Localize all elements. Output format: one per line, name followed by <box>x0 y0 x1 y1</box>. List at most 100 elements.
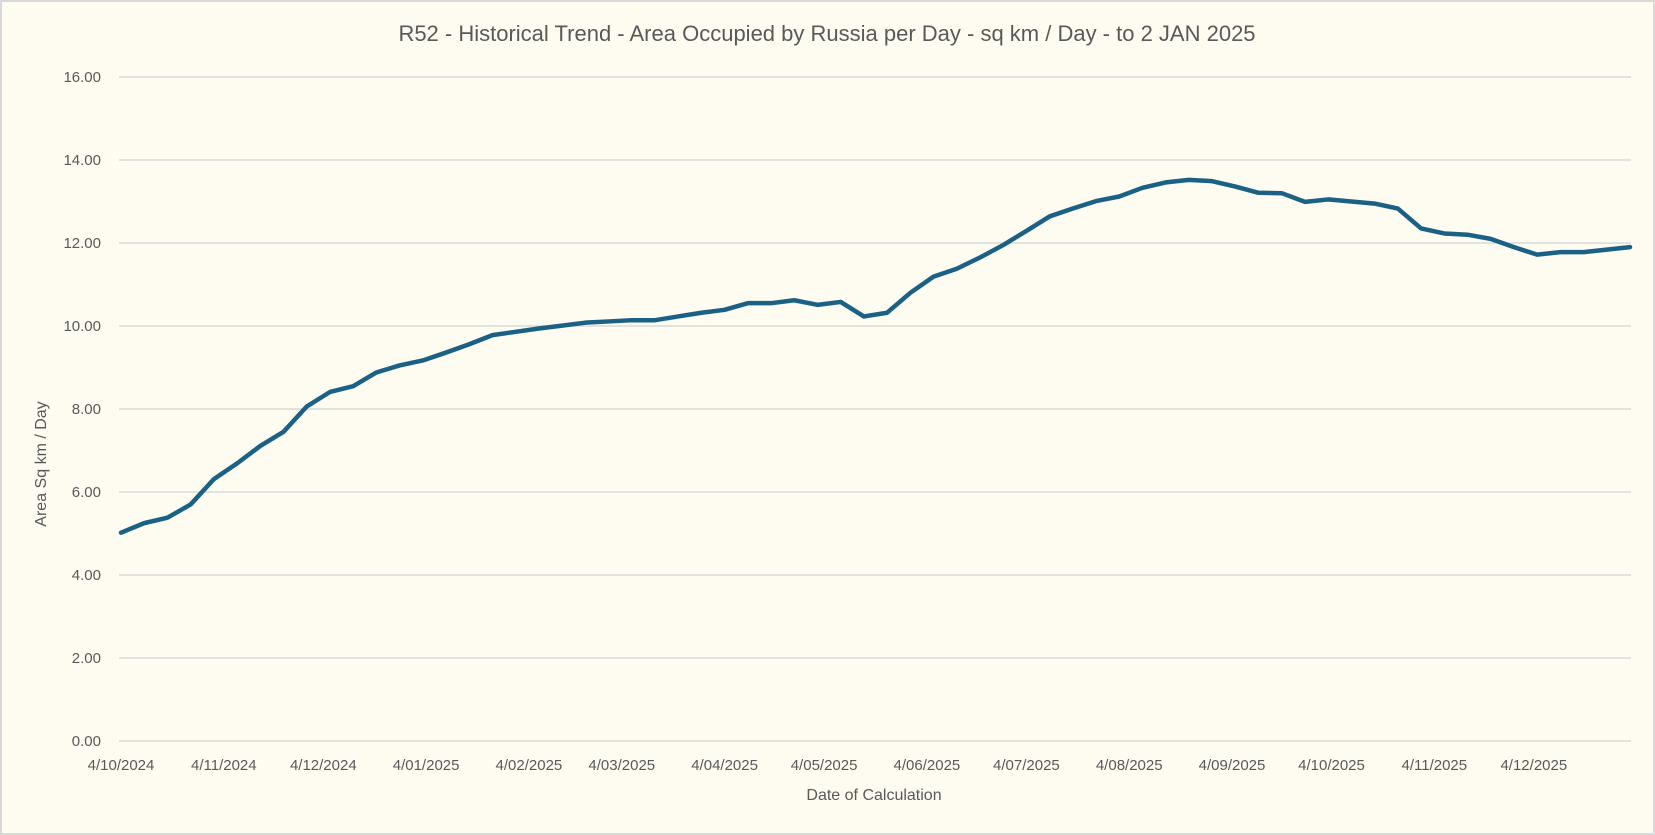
data-point <box>561 325 563 327</box>
data-point <box>1606 249 1608 251</box>
data-point <box>1443 232 1445 234</box>
data-point <box>1327 198 1329 200</box>
x-tick-label: 4/07/2025 <box>993 757 1060 774</box>
y-tick-label: 10.00 <box>63 318 101 335</box>
data-point <box>143 522 145 524</box>
data-point <box>1629 246 1631 248</box>
x-tick-label: 4/11/2024 <box>191 757 257 774</box>
data-point <box>190 503 192 505</box>
data-point <box>724 309 726 311</box>
data-point <box>422 359 424 361</box>
data-point <box>770 302 772 304</box>
x-tick-label: 4/10/2025 <box>1298 757 1365 774</box>
data-point <box>1002 244 1004 246</box>
y-tick-label: 6.00 <box>72 484 101 501</box>
data-point <box>1350 201 1352 202</box>
x-axis-ticks: 4/10/2024 4/11/2024 4/12/2024 4/01/2025 4/02… <box>88 757 1568 774</box>
data-point <box>213 478 215 480</box>
data-point <box>1536 254 1538 256</box>
data-point <box>1118 196 1120 198</box>
data-point <box>445 352 447 354</box>
data-point <box>631 319 633 321</box>
data-point <box>1397 208 1399 210</box>
data-point <box>933 276 935 278</box>
data-point <box>1281 192 1283 194</box>
data-point <box>399 364 401 366</box>
data-point <box>1234 186 1236 188</box>
data-point <box>491 334 493 336</box>
y-tick-label: 8.00 <box>72 401 101 418</box>
data-point <box>747 302 749 304</box>
data-point <box>1374 203 1376 205</box>
x-tick-label: 4/10/2024 <box>88 757 155 774</box>
y-tick-label: 12.00 <box>63 235 101 252</box>
data-point <box>283 431 285 433</box>
x-tick-label: 4/11/2025 <box>1402 757 1468 774</box>
x-tick-label: 4/12/2024 <box>290 757 357 774</box>
data-point <box>1559 251 1561 253</box>
data-point <box>1025 230 1027 232</box>
data-point <box>584 322 586 324</box>
data-point <box>1420 227 1422 229</box>
data-point <box>1583 251 1585 253</box>
data-point <box>793 299 795 301</box>
data-point <box>515 331 517 333</box>
data-point <box>120 532 122 534</box>
x-tick-label: 4/03/2025 <box>588 757 655 774</box>
data-point <box>1141 187 1143 189</box>
x-tick-label: 4/05/2025 <box>791 757 858 774</box>
data-point <box>1490 238 1492 240</box>
data-point <box>468 343 470 345</box>
data-point <box>1188 179 1190 181</box>
y-tick-label: 0.00 <box>72 733 101 750</box>
series-layer <box>118 177 1633 535</box>
data-point <box>306 406 308 408</box>
data-point <box>375 371 377 373</box>
data-point <box>329 391 331 393</box>
data-point <box>1513 246 1515 248</box>
data-point <box>886 312 888 314</box>
data-point <box>538 327 540 329</box>
data-point <box>1095 200 1097 202</box>
chart-title: R52 - Historical Trend - Area Occupied b… <box>398 21 1255 46</box>
x-tick-label: 4/06/2025 <box>894 757 961 774</box>
y-axis-ticks: 0.00 2.00 4.00 6.00 8.00 10.00 12.00 14.00 16.00 <box>63 69 101 750</box>
data-point <box>700 312 702 314</box>
data-point <box>816 304 818 306</box>
data-point <box>909 292 911 294</box>
data-point <box>1466 234 1468 236</box>
data-point <box>259 445 261 447</box>
y-tick-label: 14.00 <box>63 152 101 169</box>
x-tick-label: 4/12/2025 <box>1500 757 1567 774</box>
data-point <box>1211 180 1213 182</box>
gridlines <box>119 76 1631 742</box>
x-tick-label: 4/01/2025 <box>393 757 460 774</box>
data-point <box>236 462 238 464</box>
series-line <box>118 177 1633 535</box>
y-tick-label: 4.00 <box>72 567 101 584</box>
x-axis-title: Date of Calculation <box>806 787 941 804</box>
data-point <box>956 268 958 270</box>
data-point <box>1049 215 1051 217</box>
y-tick-label: 2.00 <box>72 650 101 667</box>
x-tick-label: 4/09/2025 <box>1199 757 1266 774</box>
y-axis-title: Area Sq km / Day <box>33 401 50 526</box>
x-tick-label: 4/08/2025 <box>1096 757 1163 774</box>
data-point <box>608 320 610 322</box>
data-point <box>979 257 981 259</box>
data-point <box>863 315 865 317</box>
y-tick-label: 16.00 <box>63 69 101 86</box>
x-tick-label: 4/02/2025 <box>496 757 563 774</box>
data-point <box>1304 201 1306 203</box>
data-point <box>1072 208 1074 210</box>
data-point <box>352 385 354 387</box>
data-point <box>840 301 842 303</box>
data-point <box>654 319 656 321</box>
x-tick-label: 4/04/2025 <box>691 757 758 774</box>
data-point <box>677 315 679 317</box>
data-point <box>1165 181 1167 183</box>
data-point <box>166 517 168 519</box>
data-point <box>1258 192 1260 194</box>
